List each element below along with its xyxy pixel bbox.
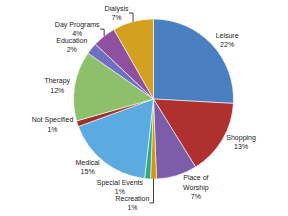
svg-text:Leisure22%: Leisure22% [216,32,239,48]
svg-text:Not Specified1%: Not Specified1% [32,116,74,132]
svg-text:Special Events1%: Special Events1% [97,179,144,195]
svg-text:Dialysis7%: Dialysis7% [104,5,129,21]
svg-text:Therapy12%: Therapy12% [44,77,70,93]
svg-text:Recreation1%: Recreation1% [116,195,150,211]
svg-text:Medical15%: Medical15% [76,159,101,175]
svg-text:Place ofWorship7%: Place ofWorship7% [183,174,209,199]
svg-text:Education2%: Education2% [56,37,87,53]
svg-text:Day Programs4%: Day Programs4% [55,21,100,37]
svg-text:Shopping13%: Shopping13% [226,134,256,150]
